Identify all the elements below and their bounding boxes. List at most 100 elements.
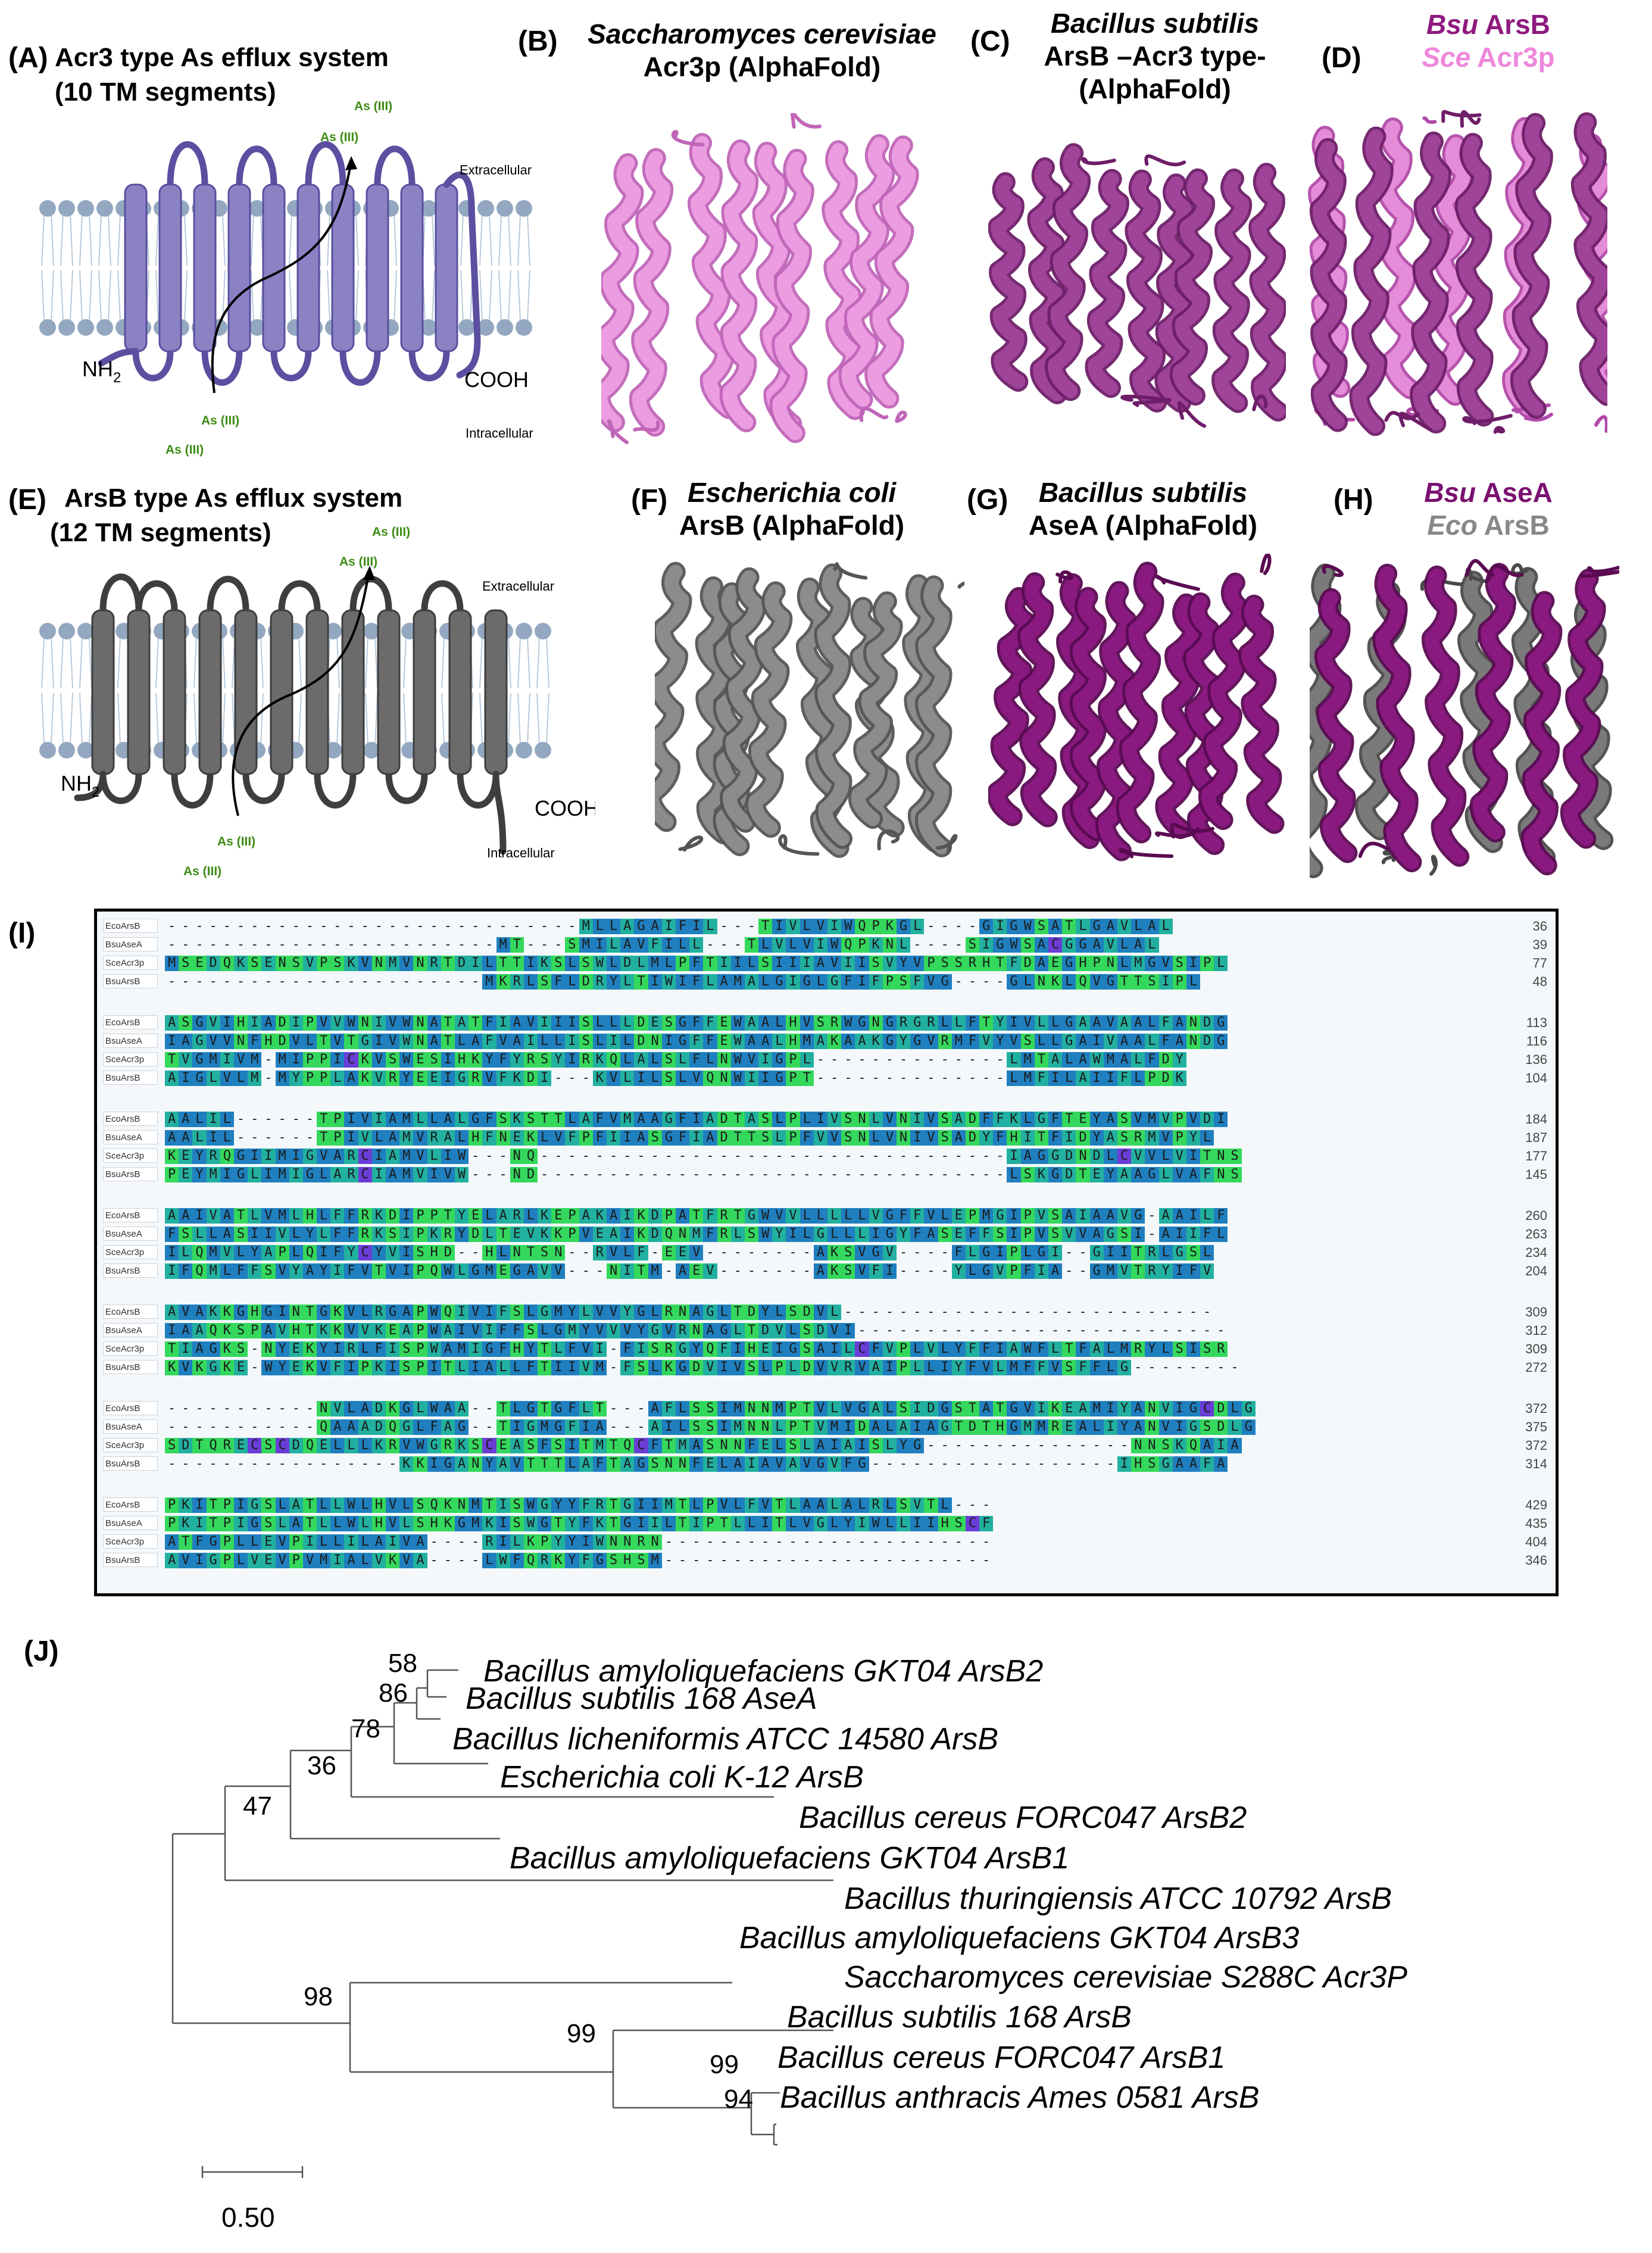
residue-count: 187 xyxy=(1525,1130,1547,1145)
residue-count: 314 xyxy=(1525,1456,1547,1471)
taxon-label: Bacillus subtilis 168 ArsB xyxy=(787,2000,1132,2034)
nh2-label: NH2 xyxy=(61,771,99,800)
sequence-name: EcoArsB xyxy=(103,1305,158,1319)
residue-count: 36 xyxy=(1532,919,1547,934)
alignment-row: BsuArsB A I G L V L M - M Y P P L A K V R Y E E I G R V F K D I - - - K V… xyxy=(97,1071,1556,1086)
membrane-bilayer-e xyxy=(39,623,551,759)
sequence-name: EcoArsB xyxy=(103,1015,158,1029)
sequence-name: BsuAseA xyxy=(103,1034,158,1048)
alignment-row: SceAcr3p A T F G P L L E V P I L L I L A I V A - - - - R I L K P Y Y I W… xyxy=(97,1534,1556,1550)
panel-c-protein: ArsB –Acr3 type- xyxy=(1044,40,1266,72)
taxon-label: Saccharomyces cerevisiae S288C Acr3P xyxy=(844,1960,1407,1995)
panel-b-protein: Acr3p (AlphaFold) xyxy=(643,51,881,83)
tree-branches xyxy=(171,1669,833,2146)
residue-count: 113 xyxy=(1526,1015,1547,1030)
panel-a-title: Acr3 type As efflux system xyxy=(55,43,389,72)
panel-d-letter: (D) xyxy=(1322,42,1361,74)
sequence-name: BsuArsB xyxy=(103,1263,158,1278)
sce-acr3p-structure xyxy=(601,113,919,444)
extracellular-label: Extracellular xyxy=(482,579,554,594)
residue-count: 263 xyxy=(1525,1227,1547,1241)
acr3-tm-helices xyxy=(98,141,481,386)
scale-bar-label: 0.50 xyxy=(221,2202,275,2233)
cooh-label: COOH xyxy=(535,796,595,820)
alignment-row: BsuArsB K V K G K E - W Y E K V F I P K I S P I T L I A L L F T I I V M -… xyxy=(97,1360,1556,1375)
panel-d-title: Bsu ArsB Sce Acr3p xyxy=(1363,8,1613,74)
sequence-name: EcoArsB xyxy=(103,1497,158,1512)
panel-h-title: Bsu AseA Eco ArsB xyxy=(1375,476,1601,542)
panel-d-sce: Sce xyxy=(1422,42,1471,73)
bootstrap-value: 98 xyxy=(304,1982,333,2011)
panel-a-letter: (A) xyxy=(8,42,48,74)
panel-h-eco: Eco xyxy=(1427,510,1478,541)
panel-c-species: Bacillus subtilis xyxy=(1050,8,1260,39)
scale-bar: 0.50 xyxy=(201,2166,304,2233)
sequence-name: BsuArsB xyxy=(103,1360,158,1374)
arrow-head xyxy=(363,566,375,580)
sequence-name: EcoArsB xyxy=(103,1112,158,1126)
intracellular-label: Intracellular xyxy=(466,426,533,441)
sequence-name: BsuAseA xyxy=(103,1323,158,1337)
panel-h-asea: AseA xyxy=(1476,477,1553,508)
overlay-bsu-asea-eco-arsb xyxy=(1310,558,1619,878)
sequence-name: SceAcr3p xyxy=(103,1149,158,1163)
alignment-row: SceAcr3p I L Q M V L Y A P L Q I F Y C Y V I S H D - - H L N T S N - - R… xyxy=(97,1245,1556,1260)
alignment-row: EcoArsB P K I T P I G S L A T L L W L H V L S Q K N M T I S W G Y Y F R T… xyxy=(97,1497,1556,1513)
cooh-label: COOH xyxy=(464,367,529,392)
taxon-label: Bacillus cereus FORC047 ArsB2 xyxy=(799,1800,1247,1835)
residue-count: 309 xyxy=(1525,1305,1547,1319)
residue-count: 309 xyxy=(1525,1341,1547,1356)
alignment-row: EcoArsB - - - - - - - - - - - N V L A D K G L W A A - - T L G T G F L T -… xyxy=(97,1401,1556,1416)
intracellular-label: Intracellular xyxy=(487,845,555,860)
panel-d-bsu: Bsu xyxy=(1426,9,1478,40)
residue-count: 260 xyxy=(1525,1208,1547,1223)
panel-a-subtitle: (10 TM segments) xyxy=(55,77,276,107)
panel-g-letter: (G) xyxy=(967,484,1008,516)
overlay-bsu-arsb-sce-acr3p xyxy=(1308,110,1607,436)
residue-count: 272 xyxy=(1525,1360,1547,1375)
panel-g-title: Bacillus subtilis AseA (AlphaFold) xyxy=(1012,476,1274,542)
taxon-label: Bacillus licheniformis ATCC 14580 ArsB xyxy=(452,1722,998,1756)
residue-count: 375 xyxy=(1525,1419,1547,1434)
alignment-row: BsuAseA P K I T P I G S L A T L L W L H V L S H K G M K I S W G T Y F K T… xyxy=(97,1516,1556,1531)
panel-g-protein: AseA (AlphaFold) xyxy=(1028,510,1258,541)
sequence-name: SceAcr3p xyxy=(103,1052,158,1066)
residue-count: 39 xyxy=(1532,937,1547,952)
alignment-row: EcoArsB A S G V I H I A D I P V V W N I V W N A T A T F I A V I I I S L L… xyxy=(97,1015,1556,1031)
alignment-row: SceAcr3p T V G M I V M - M I P P I C K V S W E S I H K Y F Y R S Y I R K… xyxy=(97,1052,1556,1068)
alignment-row: SceAcr3p S D T Q R E C S C D Q E L L L K R V W G R K S C E A S F S I T M… xyxy=(97,1438,1556,1453)
alignment-row: BsuAseA F S L L A S I I V L Y L F F R K S I P K R Y D L T E V K K P V E A… xyxy=(97,1227,1556,1242)
panel-c-title: Bacillus subtilis ArsB –Acr3 type- (Alph… xyxy=(1012,7,1298,106)
bootstrap-value: 94 xyxy=(724,2085,753,2114)
alignment-row: BsuAseA I A A Q K S P A V H T K K V V K E A P W A I V I F F S L G M Y V V… xyxy=(97,1323,1556,1338)
sequence-name: SceAcr3p xyxy=(103,956,158,970)
residue-count: 234 xyxy=(1525,1245,1547,1260)
alignment-row: BsuAseA I A G V V N F H D V L T V T G I V W N A T L A F V A I L L I S L I… xyxy=(97,1034,1556,1049)
taxon-label: Bacillus amyloliquefaciens GKT04 ArsB3 xyxy=(739,1921,1299,1955)
residue-count: 136 xyxy=(1525,1052,1547,1067)
sequence-name: EcoArsB xyxy=(103,1208,158,1222)
alignment-row: EcoArsB A V A K K G H G I N T G K V L R G A P W Q I V I F S L G M Y L V V… xyxy=(97,1305,1556,1320)
sequence-name: BsuAseA xyxy=(103,1419,158,1434)
bootstrap-value: 78 xyxy=(351,1714,380,1743)
bootstrap-value: 36 xyxy=(307,1751,336,1780)
alignment-row: SceAcr3p M S E D Q K S E N S V P S K V N M V N R T D I L T T I K S L S W… xyxy=(97,956,1556,971)
as-label-top-2: As (III) xyxy=(320,130,358,144)
alignment-row: BsuArsB A V I G P L V E V P V M I A L V K V A - - - - L W F Q R K Y F G S… xyxy=(97,1553,1556,1568)
acr3-membrane-diagram: As (III) As (III) Extracellular Intracel… xyxy=(39,99,533,457)
residue-count: 184 xyxy=(1525,1112,1547,1126)
panel-f-species: Escherichia coli xyxy=(687,477,897,508)
panel-e-title: ArsB type As efflux system xyxy=(64,483,403,513)
